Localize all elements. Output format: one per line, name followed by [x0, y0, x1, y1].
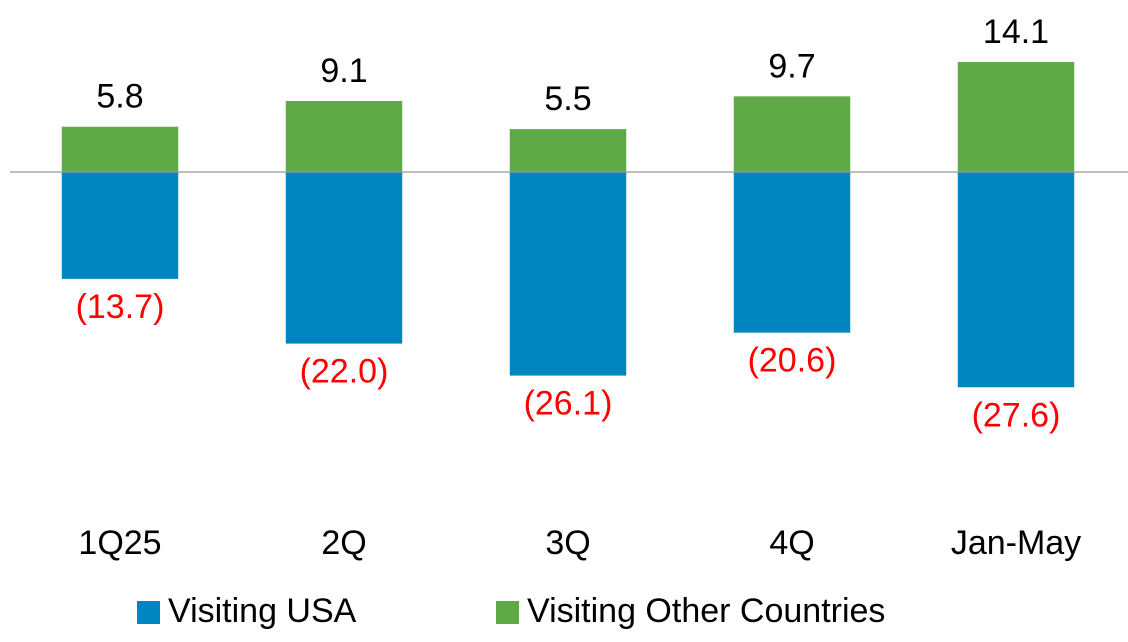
- bar: [957, 62, 1075, 172]
- bar: [61, 126, 179, 172]
- data-label: 5.8: [96, 78, 143, 116]
- x-tick-label: 3Q: [545, 524, 590, 562]
- x-tick-label: 4Q: [769, 524, 814, 562]
- bar: [509, 129, 627, 172]
- data-label: 9.1: [320, 52, 367, 90]
- data-label: (26.1): [524, 385, 613, 423]
- bar: [733, 172, 851, 333]
- legend-swatch: [137, 601, 160, 624]
- data-label: (20.6): [748, 342, 837, 380]
- bar: [61, 172, 179, 279]
- legend-label: Visiting Other Countries: [527, 592, 885, 630]
- legend-label: Visiting USA: [168, 592, 357, 630]
- data-label: (13.7): [76, 288, 165, 326]
- data-label: 9.7: [768, 47, 815, 85]
- x-tick-label: 1Q25: [78, 524, 161, 562]
- data-label: (22.0): [300, 353, 389, 391]
- bar: [285, 101, 403, 172]
- bar: [285, 172, 403, 344]
- x-tick-label: Jan-May: [951, 524, 1081, 562]
- bar: [733, 96, 851, 172]
- data-label: 5.5: [544, 80, 591, 118]
- bar: [957, 172, 1075, 388]
- bar: [509, 172, 627, 376]
- legend-swatch: [496, 601, 519, 624]
- x-tick-label: 2Q: [321, 524, 366, 562]
- data-label: (27.6): [972, 396, 1061, 434]
- data-label: 14.1: [983, 13, 1049, 51]
